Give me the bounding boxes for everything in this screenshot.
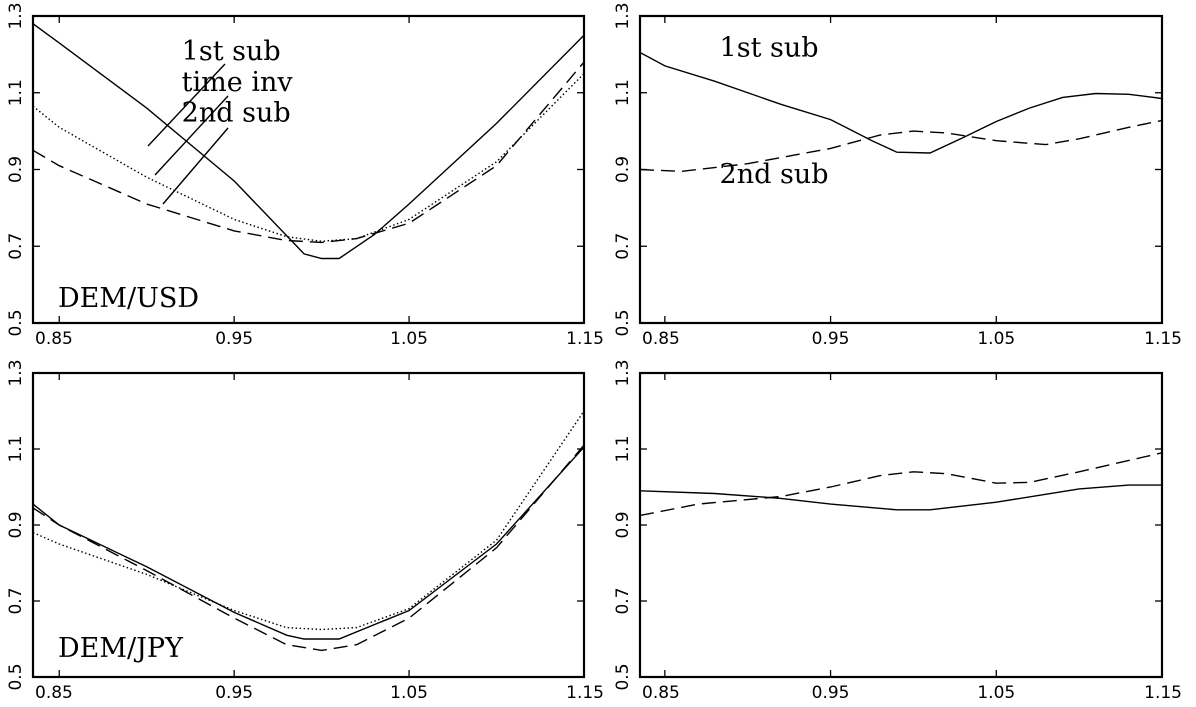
series-line-2nd-sub (640, 119, 1162, 173)
panel-3: 0.85 0.95 1.05 1.15 0.5 0.7 0.9 1.1 1.3 DEM/JPY (6, 359, 604, 703)
series-line-time-inv (33, 73, 584, 243)
series-line-2nd-sub (33, 444, 584, 652)
y-tick-label: 1.3 (6, 2, 26, 29)
y-tick-label: 1.1 (613, 435, 633, 462)
series-line-time-inv (33, 410, 584, 631)
x-tick-label: 0.95 (215, 683, 253, 703)
x-tick-label: 0.85 (642, 329, 680, 349)
x-tick-label: 1.15 (566, 683, 604, 703)
series-line-1st-sub (33, 446, 584, 640)
series-line-1st-sub (640, 484, 1162, 511)
x-tick-label: 0.85 (642, 683, 680, 703)
y-tick-label: 1.1 (6, 435, 26, 462)
y-tick-label: 0.7 (6, 233, 26, 260)
y-tick-label: 0.5 (6, 309, 26, 336)
y-tick-label: 0.7 (613, 587, 633, 614)
panel-4: 0.85 0.95 1.05 1.15 0.5 0.7 0.9 1.1 1.3 (613, 359, 1182, 703)
x-tick-label: 1.05 (977, 329, 1015, 349)
x-tick-label: 0.95 (812, 683, 850, 703)
y-tick-label: 1.3 (613, 359, 633, 386)
series-label: time inv (182, 67, 294, 98)
series-line-1st-sub (640, 51, 1162, 154)
leader-line (154, 95, 229, 176)
x-tick-label: 1.15 (1144, 329, 1182, 349)
y-tick-label: 0.5 (6, 663, 26, 690)
series-label: 2nd sub (720, 159, 829, 190)
series-label: 1st sub (720, 32, 819, 63)
y-tick-label: 0.5 (613, 663, 633, 690)
x-tick-label: 0.85 (35, 683, 73, 703)
series-line-1st-sub (33, 23, 584, 260)
plot-frame (638, 371, 1164, 679)
panel-1: 0.85 0.95 1.05 1.15 0.5 0.7 0.9 1.1 1.3 1st subti… (6, 2, 604, 349)
plot-frame (31, 14, 586, 325)
x-tick-label: 1.05 (390, 329, 428, 349)
leader-line (147, 63, 226, 147)
panel-2: 0.85 0.95 1.05 1.15 0.5 0.7 0.9 1.1 1.3 1st sub 2n… (613, 2, 1182, 349)
plot-frame (638, 14, 1164, 325)
x-tick-label: 1.05 (977, 683, 1015, 703)
y-tick-label: 0.5 (613, 309, 633, 336)
series-line-2nd-sub (640, 452, 1162, 517)
x-tick-label: 0.85 (35, 329, 73, 349)
y-tick-label: 1.1 (6, 79, 26, 106)
y-tick-label: 0.7 (6, 587, 26, 614)
y-tick-label: 0.9 (6, 156, 26, 183)
x-tick-label: 1.05 (390, 683, 428, 703)
y-tick-label: 1.3 (613, 2, 633, 29)
y-tick-label: 0.9 (613, 156, 633, 183)
series-label: 2nd sub (182, 98, 291, 129)
y-tick-label: 0.9 (613, 511, 633, 538)
series-line-2nd-sub (33, 61, 584, 244)
y-tick-label: 1.1 (613, 79, 633, 106)
leader-line (162, 127, 229, 205)
y-tick-label: 0.9 (6, 511, 26, 538)
x-tick-label: 0.95 (215, 329, 253, 349)
y-tick-label: 0.7 (613, 233, 633, 260)
x-tick-label: 0.95 (812, 329, 850, 349)
y-tick-label: 1.3 (6, 359, 26, 386)
panel-annotation: DEM/JPY (58, 633, 184, 664)
x-tick-label: 1.15 (566, 329, 604, 349)
series-label: 1st sub (182, 36, 281, 67)
plot-frame (31, 371, 586, 679)
x-tick-label: 1.15 (1144, 683, 1182, 703)
panel-annotation: DEM/USD (58, 283, 199, 314)
